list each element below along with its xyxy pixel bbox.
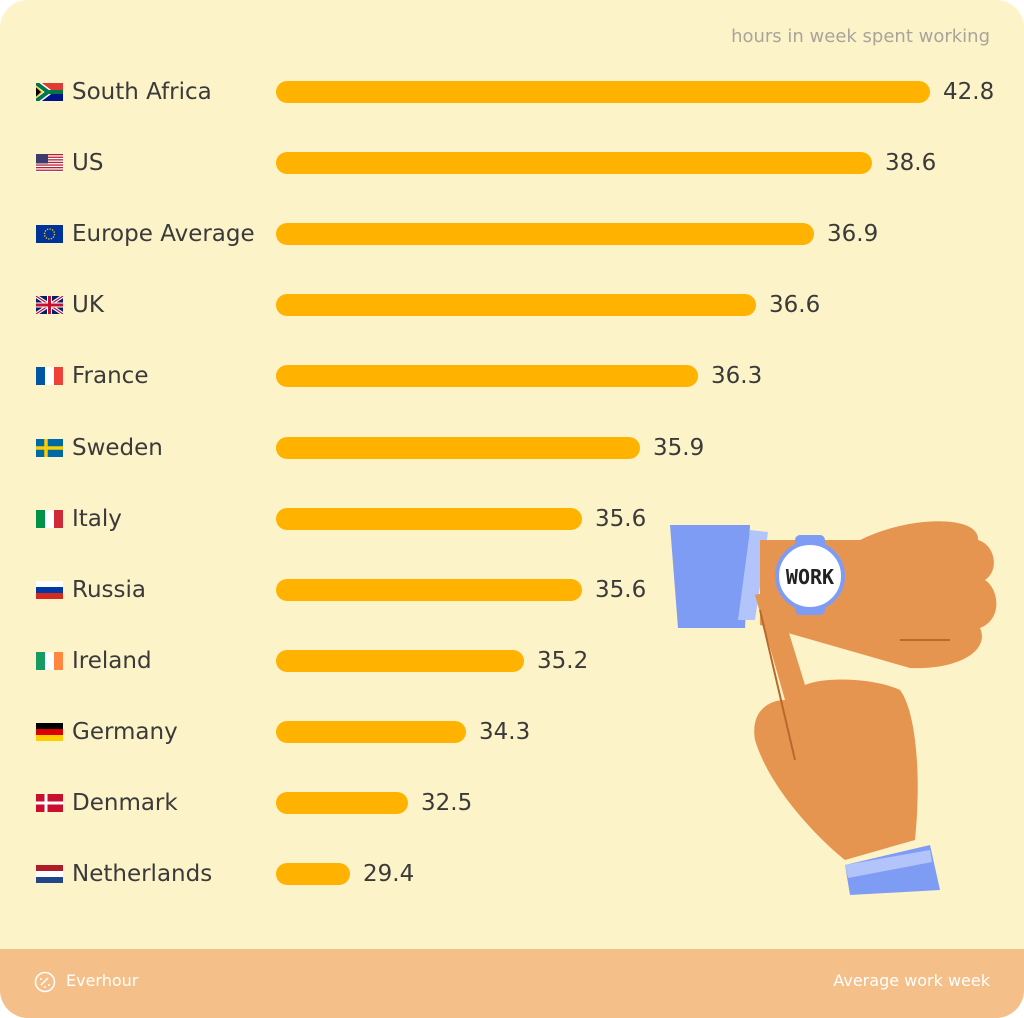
unit-label: hours in week spent working [731, 26, 990, 47]
bar-row: Netherlands 29.4 [0, 859, 1024, 889]
bar [276, 81, 930, 103]
value-label: 38.6 [885, 150, 937, 177]
flag-nl-icon [36, 865, 63, 884]
category-label: Europe Average [72, 221, 255, 248]
category-label: South Africa [72, 79, 212, 105]
bar-row: Europe Average 36.9 [0, 219, 1024, 249]
bar-row: UK 36.6 [0, 290, 1024, 320]
bar-row: Italy 35.6 [0, 504, 1024, 534]
category-label: Netherlands [72, 861, 213, 888]
bar [276, 152, 872, 175]
footer-title: Average work week [833, 971, 990, 990]
flag-gb-icon [36, 296, 63, 315]
value-label: 36.3 [711, 363, 763, 390]
category-label: France [72, 363, 149, 390]
flag-ru-icon [36, 580, 63, 599]
footer: Everhour Average work week [0, 949, 1024, 1018]
bar [276, 365, 698, 388]
watch-text: WORK [786, 565, 834, 589]
flag-eu-icon [36, 225, 63, 244]
value-label: 36.9 [827, 221, 879, 248]
bar [276, 436, 640, 459]
bar-row: US 38.6 [0, 148, 1024, 178]
bar-row: Ireland 35.2 [0, 646, 1024, 676]
everhour-logo-icon [34, 971, 56, 993]
bar [276, 578, 582, 601]
category-label: Denmark [72, 790, 178, 816]
bar [276, 649, 524, 672]
value-label: 35.6 [595, 505, 647, 532]
flag-fr-icon [36, 367, 63, 386]
category-label: US [72, 150, 104, 177]
flag-ie-icon [36, 651, 63, 670]
bar-row: Sweden 35.9 [0, 433, 1024, 463]
bar-row: South Africa 42.8 [0, 77, 1024, 107]
wrist-watch-illustration: WORK [670, 521, 997, 895]
flag-it-icon [36, 509, 63, 528]
flag-dk-icon [36, 794, 63, 812]
brand-name: Everhour [66, 971, 139, 990]
category-label: Sweden [72, 434, 163, 461]
value-label: 42.8 [943, 79, 995, 105]
flag-za-icon [36, 83, 63, 101]
value-label: 35.2 [537, 647, 589, 674]
value-label: 29.4 [363, 861, 415, 888]
bar [276, 863, 350, 886]
bar [276, 223, 814, 246]
bar-row: Germany 34.3 [0, 717, 1024, 747]
bar-row: Russia 35.6 [0, 575, 1024, 605]
value-label: 36.6 [769, 292, 821, 319]
bar [276, 792, 408, 814]
flag-se-icon [36, 438, 63, 457]
category-label: Russia [72, 576, 146, 603]
value-label: 34.3 [479, 718, 531, 745]
category-label: Italy [72, 505, 122, 532]
category-label: Ireland [72, 647, 152, 674]
category-label: Germany [72, 718, 178, 745]
value-label: 32.5 [421, 790, 473, 816]
bar-row: France 36.3 [0, 361, 1024, 391]
flag-de-icon [36, 722, 63, 741]
bar-row: Denmark 32.5 [0, 788, 1024, 818]
category-label: UK [72, 292, 104, 319]
bar [276, 507, 582, 530]
bar [276, 720, 466, 743]
value-label: 35.9 [653, 434, 705, 461]
bar [276, 294, 756, 317]
value-label: 35.6 [595, 576, 647, 603]
flag-us-icon [36, 154, 63, 173]
